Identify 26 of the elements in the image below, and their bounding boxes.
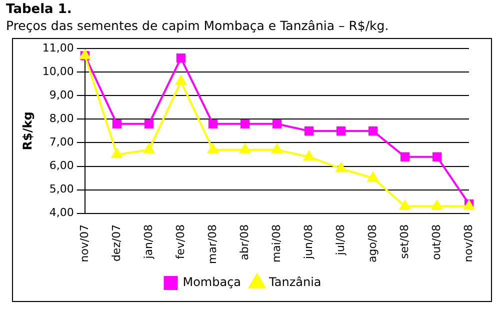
x-tick-label: mai/08	[270, 224, 283, 263]
x-tick-label: abr/08	[238, 224, 251, 260]
y-tick-label: 11,00	[42, 41, 74, 54]
y-tick-label: 4,00	[49, 206, 74, 220]
x-tick-label: mar/08	[206, 224, 219, 264]
x-tick-label: jan/08	[142, 224, 155, 260]
x-tick-label: jul/08	[334, 224, 347, 256]
x-tick-label: out/08	[430, 224, 443, 260]
x-tick-label: jun/08	[302, 224, 315, 260]
y-tick-label: 6,00	[49, 159, 74, 172]
x-tick-label: dez/07	[110, 224, 123, 262]
y-tick-label: 9,00	[49, 88, 74, 102]
y-tick-label: 10,00	[42, 64, 74, 78]
chart-subtitle: Preços das sementes de capim Mombaça e Tanzânia – R$/kg.	[6, 18, 389, 33]
x-tick-label: set/08	[398, 224, 411, 259]
chart-title: Tabela 1.	[6, 2, 72, 17]
x-tick-label: fev/08	[174, 224, 187, 260]
y-tick-label: 8,00	[49, 112, 74, 126]
legend-label: Tanzânia	[268, 275, 322, 290]
y-axis-title: R$/kg	[20, 112, 34, 150]
y-tick-label: 7,00	[49, 136, 74, 149]
y-tick-label: 5,00	[49, 182, 74, 196]
legend-label: Mombaça	[182, 275, 242, 290]
x-tick-label: nov/08	[462, 224, 475, 262]
x-tick-label: ago/08	[366, 224, 379, 262]
x-tick-label: nov/07	[78, 224, 91, 262]
